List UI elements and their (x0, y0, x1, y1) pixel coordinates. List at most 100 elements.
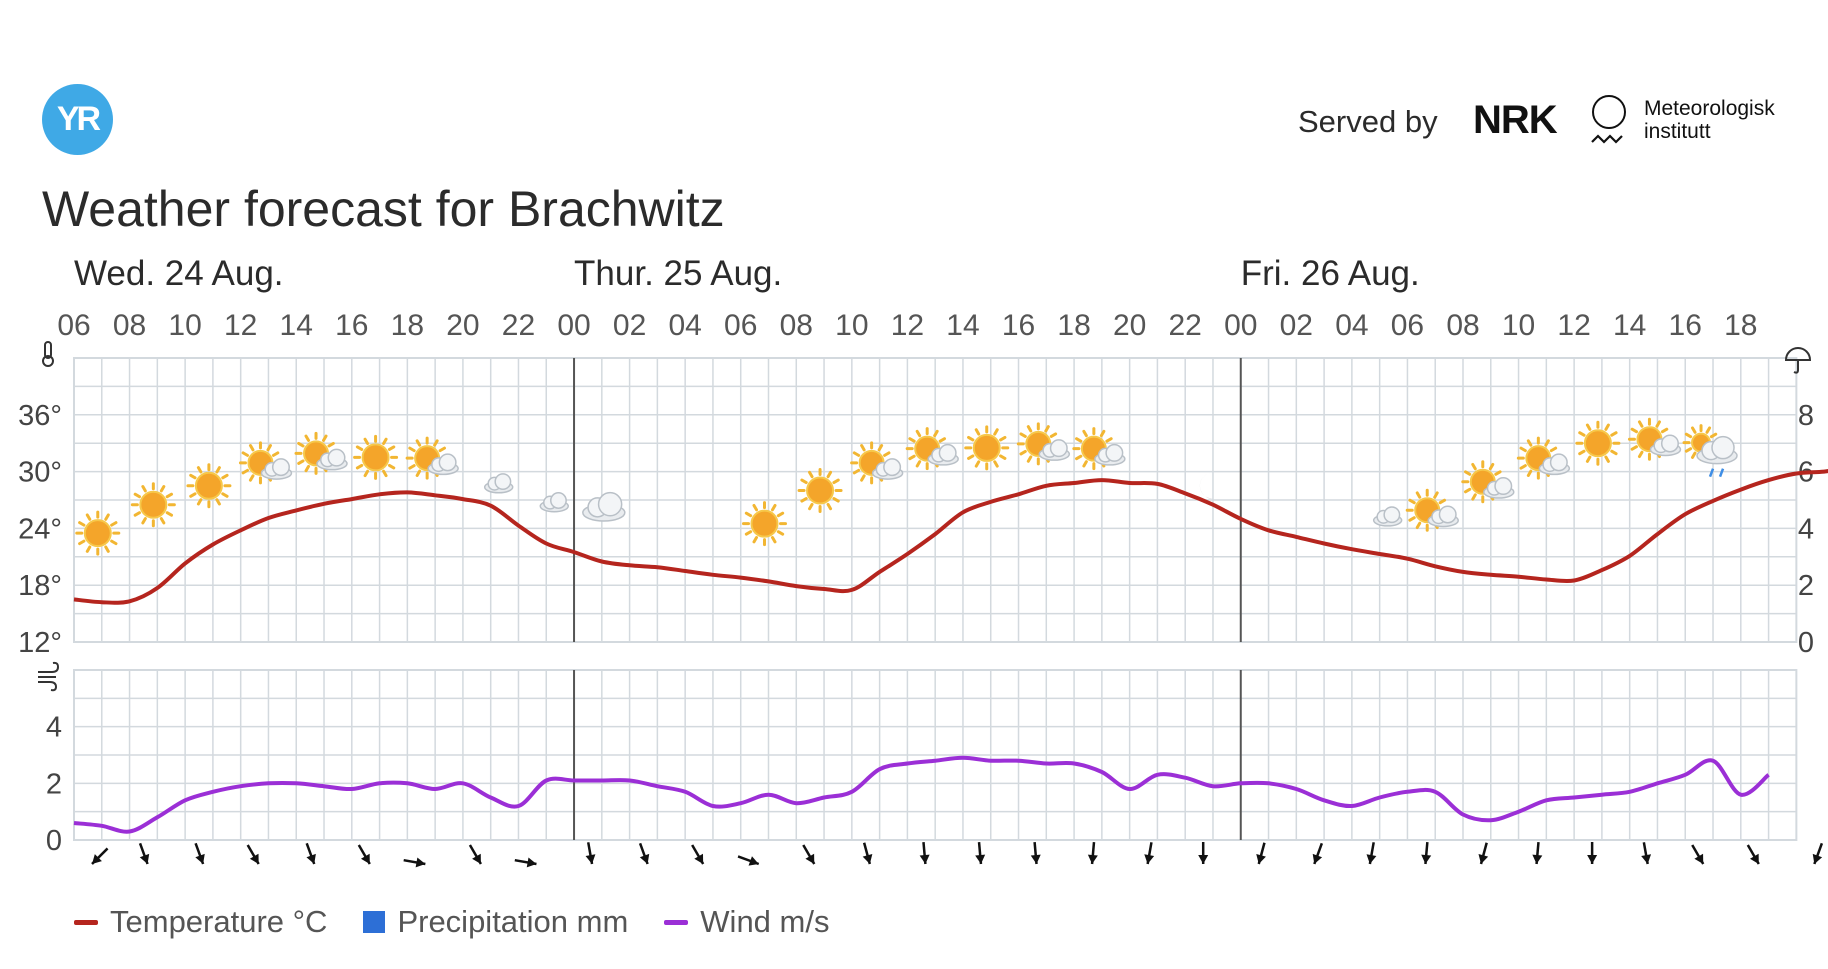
wind-arrow-head (919, 854, 930, 864)
wind-arrow-head (1198, 855, 1209, 864)
sun-ray (78, 521, 86, 527)
sun-ray (744, 511, 753, 518)
sun-ray (248, 444, 255, 452)
cloud-shape (1483, 477, 1515, 499)
sun-ray (363, 469, 370, 478)
wind-arrow (691, 844, 705, 865)
nrk-logo[interactable]: NRK (1473, 98, 1558, 142)
sun-ray (860, 474, 866, 482)
sun-ray (1075, 454, 1083, 461)
wind-arrow-head (1256, 854, 1266, 864)
moon-shape (1144, 453, 1158, 480)
wind-grid (73, 669, 1798, 841)
met-institute-logo[interactable]: Meteorologisk institutt (1590, 90, 1800, 150)
hour-tick-label: 10 (835, 309, 868, 342)
sun-cloud-icon (1461, 460, 1515, 504)
cloud-puff (1105, 443, 1124, 462)
sun-ray (826, 502, 833, 511)
wind-icon (38, 661, 60, 692)
sun-ray (908, 437, 916, 443)
wind-arrow (1587, 842, 1598, 864)
wind-arrow-head (1587, 855, 1598, 864)
legend: Temperature °C Precipitation mm Wind m/s (74, 902, 865, 942)
sun-ray (1049, 432, 1058, 438)
sun-ray (1684, 447, 1693, 453)
cloud-shape (539, 492, 570, 513)
wind-arrow (1478, 842, 1489, 865)
cloud-shape (1094, 443, 1126, 466)
sun-ray (85, 545, 92, 553)
sun-ray (196, 466, 203, 474)
sun-ray (266, 444, 272, 452)
cloud-puff (938, 443, 957, 462)
wind-arrow (1030, 841, 1041, 865)
sun-ray (1610, 431, 1618, 437)
sun-ray (1408, 498, 1416, 505)
wind-arrow-head (415, 857, 426, 868)
wind-arrow-head (360, 853, 370, 864)
hour-tick-label: 10 (1502, 309, 1535, 342)
moon-icon (1311, 491, 1324, 518)
sun-ray (877, 444, 884, 452)
precipitation-tick-label: 2 (1798, 570, 1814, 602)
hour-tick-label: 14 (1613, 309, 1646, 342)
wind-arrow-head (92, 854, 102, 864)
sun-cloud-icon (1516, 436, 1571, 480)
temperature-line (73, 469, 1828, 605)
sun-cloud-icon (294, 431, 348, 475)
sun-ray (1438, 498, 1447, 505)
sun-cloud-icon (238, 441, 293, 485)
sun-ray (1709, 432, 1718, 439)
wind-tick-label: 2 (46, 768, 62, 800)
sun-icon (964, 425, 1010, 471)
sun-icon (742, 501, 787, 547)
wind-arrow-head (1312, 853, 1323, 864)
cloud-puff (883, 458, 902, 477)
wind-arrow (468, 844, 483, 865)
sun-ray (1549, 446, 1558, 453)
wind-arrow (305, 842, 316, 865)
sun-ray (1026, 455, 1033, 463)
hour-tick-label: 18 (1724, 309, 1757, 342)
sun-ray (1408, 516, 1416, 522)
cloud-shape (1649, 434, 1682, 457)
sun-cloud-icon (905, 427, 959, 471)
wind-arrow (1746, 844, 1760, 865)
moon-shape (1363, 499, 1375, 522)
wind-arrow (246, 844, 260, 865)
wind-arrow (638, 842, 650, 865)
hour-tick-label: 22 (502, 309, 535, 342)
hour-tick-label: 10 (168, 309, 201, 342)
sun-ray (776, 530, 785, 536)
sun-ray (771, 503, 777, 512)
sun-ray (1637, 450, 1644, 459)
wind-arrow (138, 842, 150, 865)
wind-arrow-head (862, 854, 873, 864)
sun-icon (75, 510, 121, 556)
hour-tick-label: 22 (1169, 309, 1202, 342)
sun-ray (1494, 470, 1502, 476)
cloud-shape (483, 473, 514, 494)
hour-tick-label: 04 (668, 309, 701, 342)
hour-tick-label: 14 (946, 309, 979, 342)
wind-arrow (194, 842, 205, 865)
sun-ray (1604, 455, 1610, 463)
hour-tick-label: 16 (335, 309, 368, 342)
rain-drop (1708, 468, 1715, 478)
wind-direction-arrows (91, 841, 1824, 868)
wind-arrow-head (694, 853, 704, 864)
sun-ray (908, 454, 916, 461)
yr-logo[interactable]: YR (42, 84, 113, 155)
sun-ray (165, 492, 174, 499)
header: YR Served by NRK Meteorologisk institutt… (0, 0, 1828, 240)
sun-ray (133, 492, 141, 499)
temperature-tick-label: 12° (18, 627, 62, 659)
umbrella-handle (1793, 360, 1799, 374)
precipitation-tick-label: 4 (1798, 513, 1814, 545)
sun-icon (353, 434, 399, 480)
sun-disc (194, 471, 223, 500)
sun-ray (110, 539, 118, 546)
sun-ray (327, 441, 335, 448)
wind-arrow (802, 844, 816, 865)
